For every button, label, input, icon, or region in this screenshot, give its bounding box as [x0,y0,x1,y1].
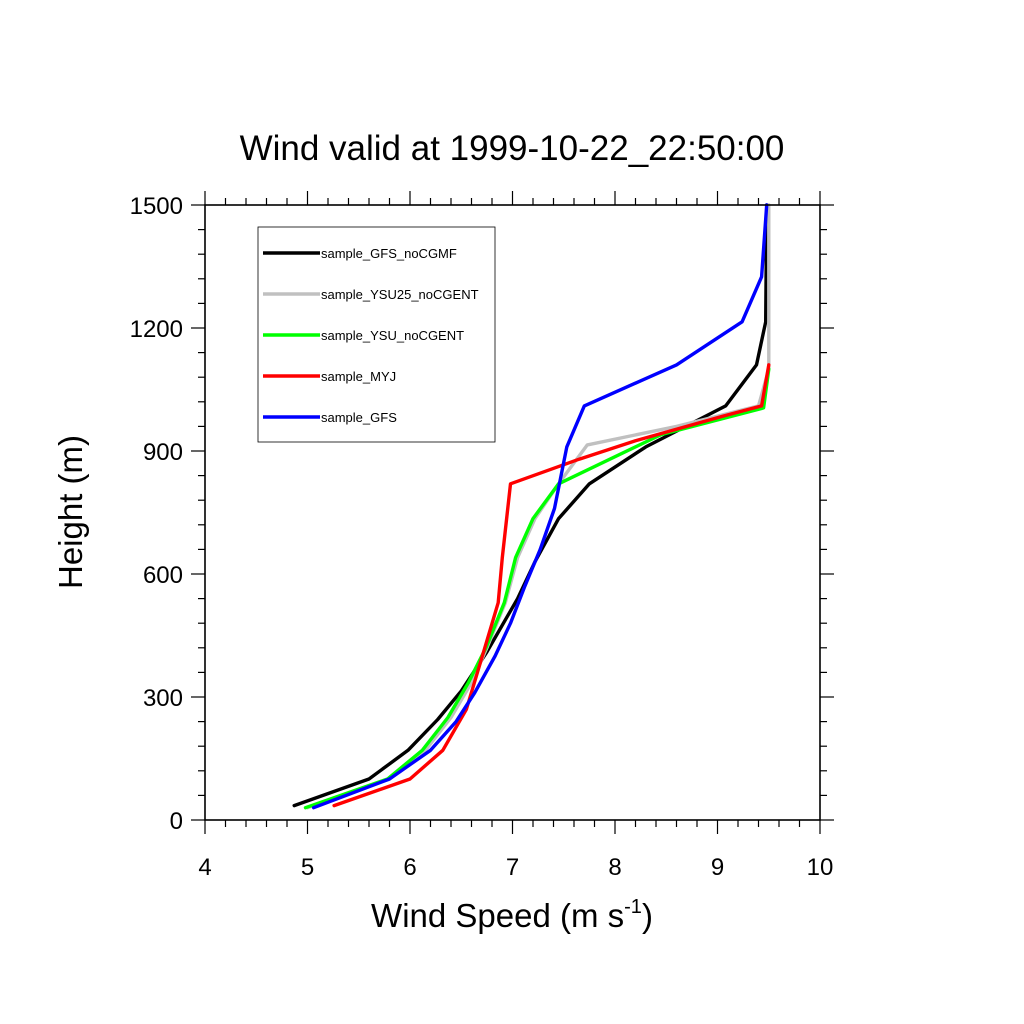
legend-label: sample_YSU25_noCGENT [321,287,479,302]
y-axis-label: Height (m) [52,435,89,589]
x-tick-label: 10 [807,854,834,881]
x-axis-label: Wind Speed (m s-1) [371,896,653,934]
series-line-sample_GFS [311,203,769,810]
y-tick-label: 300 [143,685,183,712]
legend-label: sample_GFS_noCGMF [321,246,457,261]
x-tick-label: 5 [301,854,314,881]
y-tick-label: 0 [170,808,183,835]
chart-title: Wind valid at 1999-10-22_22:50:00 [240,129,785,168]
legend-label: sample_YSU_noCGENT [321,328,464,343]
x-axis-label-text: Wind Speed (m s [371,897,624,934]
x-axis-label-close: ) [642,897,653,934]
x-axis-label-exponent: -1 [624,896,642,918]
x-tick-label: 9 [711,854,724,881]
legend: sample_GFS_noCGMF sample_YSU25_noCGENTsam… [257,226,496,443]
x-tick-label: 6 [403,854,416,881]
y-tick-label: 900 [143,439,183,466]
x-tick-label: 4 [198,854,211,881]
plot-frame [204,204,821,821]
series-line-sample_MYJ [332,363,771,808]
y-tick-label: 1200 [130,316,183,343]
tick-labels: 4 5 6 7 8 9 10 0 300 600 900 1200 1500 [130,193,834,881]
axis-ticks [191,191,834,834]
legend-label: sample_GFS [321,410,397,425]
legend-label: sample_MYJ [321,369,396,384]
x-tick-label: 7 [506,854,519,881]
y-tick-label: 600 [143,562,183,589]
y-tick-label: 1500 [130,193,183,220]
x-tick-label: 8 [608,854,621,881]
plot-lines [292,203,771,810]
